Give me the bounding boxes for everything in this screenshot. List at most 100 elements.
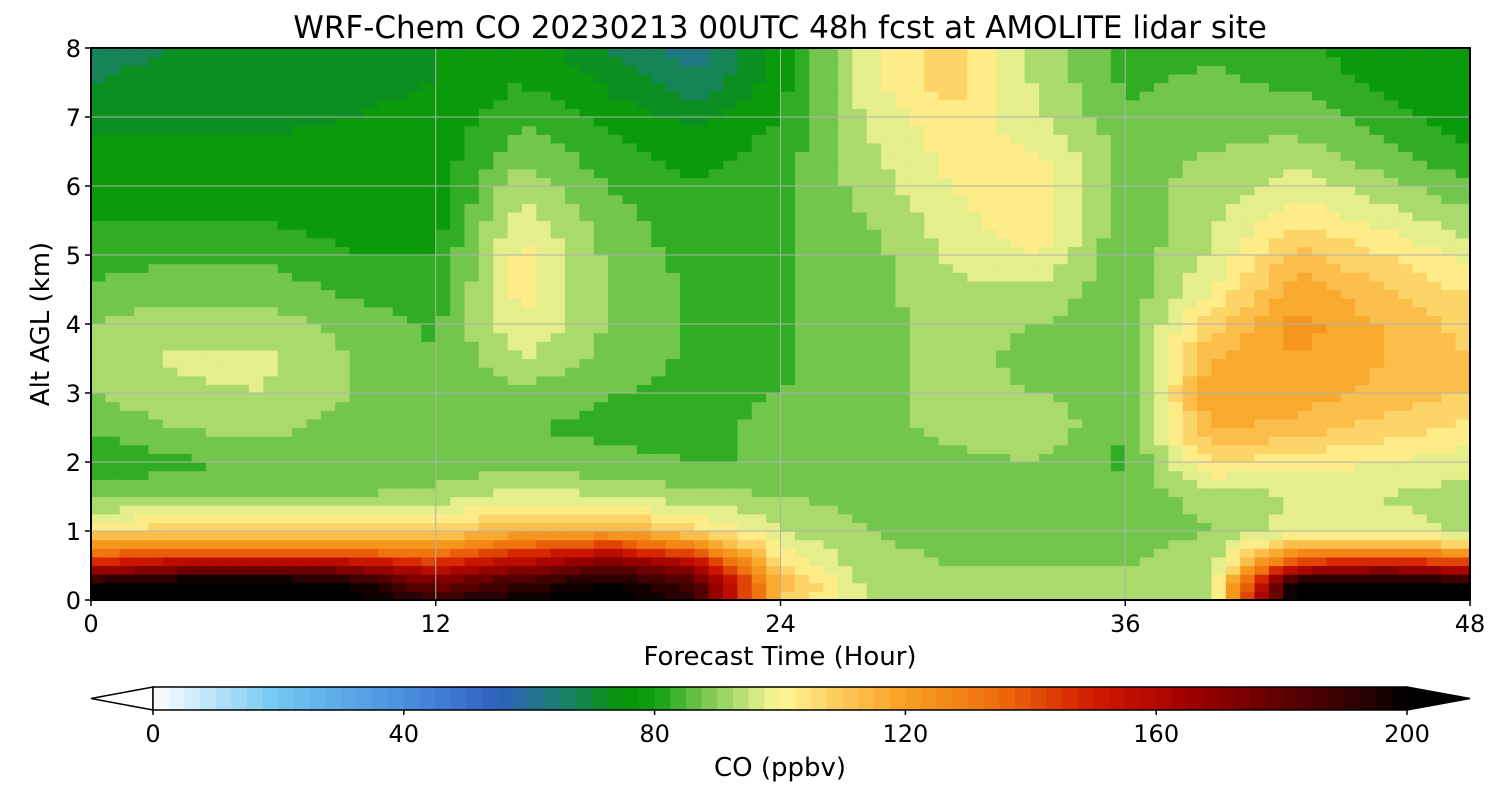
heatmap-cell xyxy=(1398,332,1414,342)
heatmap-cell xyxy=(105,220,121,230)
heatmap-cell xyxy=(1110,462,1126,472)
heatmap-cell xyxy=(593,160,609,170)
heatmap-cell xyxy=(636,177,652,187)
heatmap-cell xyxy=(220,444,236,454)
heatmap-cell xyxy=(1082,341,1098,351)
heatmap-cell xyxy=(565,496,580,506)
heatmap-cell xyxy=(1039,220,1055,230)
heatmap-cell xyxy=(148,539,164,549)
heatmap-cell xyxy=(1254,539,1270,549)
heatmap-cell xyxy=(909,237,925,247)
heatmap-cell xyxy=(895,332,911,342)
heatmap-cell xyxy=(1455,436,1471,446)
heatmap-cell xyxy=(493,151,509,161)
heatmap-cell xyxy=(507,315,523,325)
heatmap-cell xyxy=(708,358,724,368)
heatmap-cell xyxy=(162,401,178,411)
heatmap-cell xyxy=(823,384,839,394)
heatmap-cell xyxy=(794,531,810,541)
heatmap-cell xyxy=(91,513,106,523)
heatmap-cell xyxy=(1311,505,1327,515)
heatmap-cell xyxy=(435,470,451,480)
heatmap-cell xyxy=(292,513,308,523)
heatmap-cell xyxy=(91,160,106,170)
heatmap-cell xyxy=(938,358,954,368)
heatmap-cell xyxy=(1398,384,1414,394)
heatmap-cell xyxy=(1369,539,1385,549)
heatmap-cell xyxy=(665,263,681,273)
heatmap-cell xyxy=(1326,194,1342,204)
heatmap-cell xyxy=(162,505,178,515)
heatmap-cell xyxy=(1110,203,1126,213)
heatmap-cell xyxy=(105,358,121,368)
heatmap-cell xyxy=(1053,160,1069,170)
heatmap-cell xyxy=(1297,591,1313,601)
heatmap-cell xyxy=(924,280,940,291)
heatmap-cell xyxy=(1369,229,1385,239)
heatmap-cell xyxy=(866,505,882,515)
heatmap-cell xyxy=(694,462,710,472)
heatmap-cell xyxy=(579,177,595,187)
heatmap-cell xyxy=(794,591,810,601)
heatmap-cell xyxy=(1254,556,1270,567)
heatmap-cell xyxy=(1240,306,1256,316)
heatmap-cell xyxy=(1010,246,1026,256)
heatmap-cell xyxy=(593,384,609,394)
heatmap-cell xyxy=(780,522,796,532)
heatmap-cell xyxy=(105,186,121,196)
heatmap-cell xyxy=(823,341,839,351)
heatmap-cell xyxy=(105,203,121,213)
heatmap-cell xyxy=(995,160,1011,170)
heatmap-cell xyxy=(737,306,753,316)
heatmap-cell xyxy=(536,177,552,187)
heatmap-cell xyxy=(1412,289,1428,299)
heatmap-cell xyxy=(952,565,968,575)
heatmap-cell xyxy=(249,341,264,351)
heatmap-cell xyxy=(306,582,322,592)
heatmap-cell xyxy=(191,237,207,247)
heatmap-cell xyxy=(636,565,652,575)
heatmap-cell xyxy=(967,513,983,523)
heatmap-cell xyxy=(392,298,408,308)
heatmap-cell xyxy=(177,229,193,239)
heatmap-cell xyxy=(1024,436,1040,446)
heatmap-cell xyxy=(1110,341,1126,351)
heatmap-cell xyxy=(694,229,710,239)
heatmap-cell xyxy=(536,393,552,403)
heatmap-cell xyxy=(1398,324,1414,334)
heatmap-cell xyxy=(407,229,422,239)
heatmap-cell xyxy=(837,168,853,178)
heatmap-cell xyxy=(1110,582,1126,592)
heatmap-cell xyxy=(478,194,494,204)
heatmap-cell xyxy=(679,229,695,239)
heatmap-cell xyxy=(1297,367,1313,377)
heatmap-cell xyxy=(1153,272,1169,282)
heatmap-cell xyxy=(191,436,207,446)
heatmap-cell xyxy=(1326,255,1342,265)
heatmap-cell xyxy=(823,151,839,161)
heatmap-cell xyxy=(1412,237,1428,247)
heatmap-cell xyxy=(1297,548,1313,558)
heatmap-cell xyxy=(694,177,710,187)
heatmap-cell xyxy=(177,496,193,506)
heatmap-cell xyxy=(1455,453,1471,463)
heatmap-cell xyxy=(780,470,796,480)
heatmap-cell xyxy=(378,513,394,523)
heatmap-cell xyxy=(363,220,379,230)
heatmap-cell xyxy=(1168,375,1184,385)
heatmap-cell xyxy=(1426,427,1442,437)
heatmap-cell xyxy=(1211,324,1227,334)
heatmap-cell xyxy=(751,194,767,204)
heatmap-cell xyxy=(895,462,911,472)
heatmap-cell xyxy=(363,418,379,429)
heatmap-cell xyxy=(1340,487,1356,498)
heatmap-cell xyxy=(809,513,825,523)
heatmap-cell xyxy=(277,324,293,334)
heatmap-cell xyxy=(924,229,940,239)
heatmap-cell xyxy=(1340,479,1356,489)
heatmap-cell xyxy=(737,237,753,247)
heatmap-cell xyxy=(1010,384,1026,394)
heatmap-cell xyxy=(478,496,494,506)
heatmap-cell xyxy=(91,565,106,575)
heatmap-cell xyxy=(924,436,940,446)
